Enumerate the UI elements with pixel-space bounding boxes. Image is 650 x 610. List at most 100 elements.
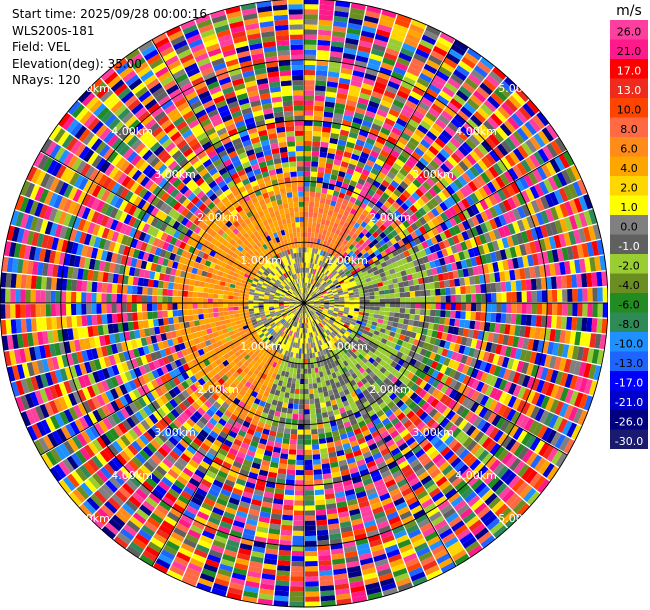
gate-cell [305,586,319,592]
gate-cell [305,480,314,485]
gate-cell [318,167,325,173]
gate-cell [305,591,319,597]
gate-cell [293,526,304,531]
gate-cell [304,126,313,131]
gate-cell [311,429,318,435]
gate-cell [305,465,313,470]
gate-cell [315,228,319,234]
gate-cell [409,314,415,320]
gate-cell [304,379,308,384]
gate-cell [491,293,496,302]
gate-cell [359,309,364,313]
gate-cell [395,308,400,313]
gate-cell [305,470,313,475]
gate-cell [316,408,322,414]
gate-cell [310,414,316,419]
gate-cell [304,85,315,90]
gate-cell [309,394,314,399]
gate-cell [290,586,304,591]
gate-cell [572,303,577,316]
gate-cell [428,276,434,283]
gate-cell [305,571,318,576]
gate-cell [323,473,332,479]
gate-cell [305,556,317,561]
gate-cell [311,227,315,233]
gate-cell [315,96,325,102]
gate-cell [521,314,527,325]
gate-cell [305,505,315,510]
gate-cell [281,407,287,413]
gate-cell [339,305,344,307]
gate-cell [439,281,445,288]
gate-cell [315,500,325,506]
gate-cell [297,450,304,455]
gate-cell [408,320,414,326]
gate-cell [413,320,419,326]
gate-cell [292,378,296,384]
gate-cell [304,24,317,29]
gate-cell [598,303,603,317]
gate-cell [304,404,309,409]
gate-cell [315,197,321,203]
gate-cell [316,75,327,81]
gate-cell [373,314,379,318]
gate-cell [547,290,552,302]
gate-cell [300,338,302,343]
gate-cell [297,435,304,440]
gate-cell [305,495,315,500]
gate-cell [385,294,390,298]
gate-cell [517,292,522,303]
gate-cell [542,290,547,302]
gate-cell [292,419,298,425]
gate-cell [288,377,293,383]
gate-cell [446,295,451,302]
gate-cell [304,409,309,414]
gate-cell [304,394,309,399]
gate-cell [561,317,567,330]
gate-cell [434,317,440,324]
gate-cell [321,188,327,194]
gate-cell [309,202,314,207]
gate-cell [400,308,405,313]
gate-cell [280,412,286,418]
gate-cell [392,278,398,284]
gate-cell [280,535,292,541]
gate-cell [313,217,318,223]
gate-cell [301,369,304,374]
gate-cell [321,381,326,387]
gate-cell [312,378,316,384]
gate-cell [511,314,517,325]
gate-cell [316,413,322,419]
gate-cell [313,454,321,460]
gate-cell [311,434,318,440]
gate-cell [321,453,329,459]
gate-cell [420,290,426,296]
gate-cell [390,298,395,302]
gate-cell [387,321,393,326]
gate-cell [375,307,380,311]
gate-cell [313,464,321,470]
gate-cell [306,263,308,268]
gate-cell [445,288,451,295]
gate-cell [405,292,410,297]
gate-cell [304,116,313,121]
gate-cell [290,368,294,374]
gate-cell [304,141,312,146]
gate-cell [287,469,296,475]
gate-cell [305,516,316,521]
gate-cell [299,399,304,404]
gate-cell [304,389,308,394]
gate-cell [415,297,420,303]
gate-cell [322,412,328,418]
gate-cell [304,121,313,126]
gate-cell [593,303,598,317]
gate-cell [304,95,314,100]
gate-cell [374,310,380,314]
gate-cell [501,313,507,323]
gate-cell [320,448,328,454]
gate-cell [309,399,314,405]
gate-cell [496,303,501,313]
gate-cell [289,449,297,455]
gate-cell [556,316,562,329]
gate-cell [310,187,316,193]
